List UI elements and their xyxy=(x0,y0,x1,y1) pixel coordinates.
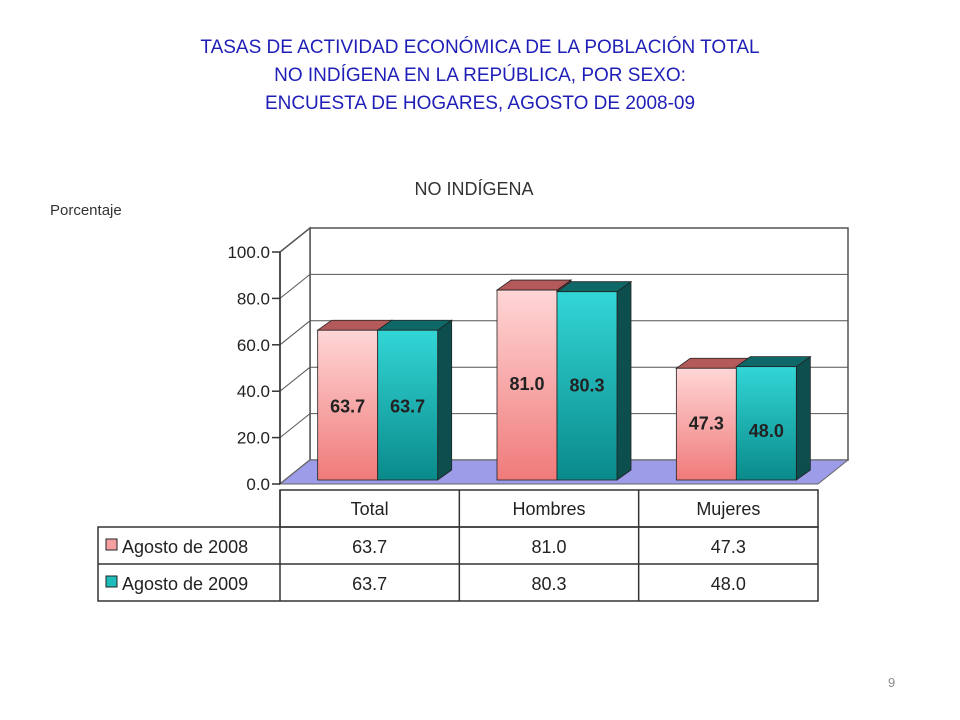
slide-title-line-2: NO INDÍGENA EN LA REPÚBLICA, POR SEXO: xyxy=(274,65,686,86)
bar-value-label: 63.7 xyxy=(390,397,425,417)
y-tick-label: 100.0 xyxy=(227,243,270,262)
slide-title: TASAS DE ACTIVIDAD ECONÓMICA DE LA POBLA… xyxy=(0,34,960,118)
table-cell: 48.0 xyxy=(711,574,746,594)
chart-bars: 63.7 63.7 81.0 80.3 47.3 48.0 xyxy=(316,279,812,481)
legend-swatch xyxy=(105,538,118,551)
y-tick-label: 0.0 xyxy=(246,475,270,494)
y-axis-label: Porcentaje xyxy=(50,202,122,219)
gridline-side xyxy=(279,274,311,299)
bar-side xyxy=(795,355,811,481)
bar-mujeres-2 xyxy=(735,366,797,481)
chart-text: NO INDÍGENA Porcentaje xyxy=(50,179,534,219)
y-tick-label: 20.0 xyxy=(237,429,270,448)
legend-label: Agosto de 2009 xyxy=(122,574,248,594)
page-number: 9 xyxy=(888,675,896,690)
category-label: Total xyxy=(351,499,389,519)
data-table: Total Hombres Mujeres Agosto de 2008 63.7 81.… xyxy=(97,489,819,602)
table-cell: 80.3 xyxy=(531,574,566,594)
table-cell: 81.0 xyxy=(531,537,566,557)
gridline-side xyxy=(279,320,311,346)
slide-title-line-1: TASAS DE ACTIVIDAD ECONÓMICA DE LA POBLA… xyxy=(200,37,760,58)
y-tick-label: 80.0 xyxy=(237,289,270,308)
table-cell: 47.3 xyxy=(711,537,746,557)
table-cell: 63.7 xyxy=(352,574,387,594)
legend-label: Agosto de 2008 xyxy=(122,537,248,557)
side-wall xyxy=(279,226,311,486)
bar-hombres-2 xyxy=(556,291,618,481)
bar-total-2 xyxy=(377,329,439,481)
category-label: Hombres xyxy=(512,499,585,519)
legend-swatch xyxy=(105,575,118,588)
category-label: Mujeres xyxy=(696,499,760,519)
bar-value-label: 63.7 xyxy=(330,397,365,417)
bar-value-label: 48.0 xyxy=(749,421,784,441)
bar-hombres-1 xyxy=(496,289,558,481)
y-tick-label: 40.0 xyxy=(237,382,270,401)
bar-mujeres-1 xyxy=(675,367,737,481)
bar-value-label: 47.3 xyxy=(689,414,724,434)
gridline-side xyxy=(279,366,311,392)
chart-title: NO INDÍGENA xyxy=(414,179,533,199)
gridline-side xyxy=(279,227,311,253)
bar-side xyxy=(437,319,453,481)
bar-side xyxy=(616,280,632,481)
bar-value-label: 81.0 xyxy=(509,374,544,394)
table-cell: 63.7 xyxy=(352,537,387,557)
bar-value-label: 80.3 xyxy=(569,376,604,396)
gridline-side xyxy=(279,413,311,438)
slide-title-line-3: ENCUESTA DE HOGARES, AGOSTO DE 2008-09 xyxy=(264,93,696,114)
bar-total-1 xyxy=(317,329,379,481)
y-tick-label: 60.0 xyxy=(237,336,270,355)
